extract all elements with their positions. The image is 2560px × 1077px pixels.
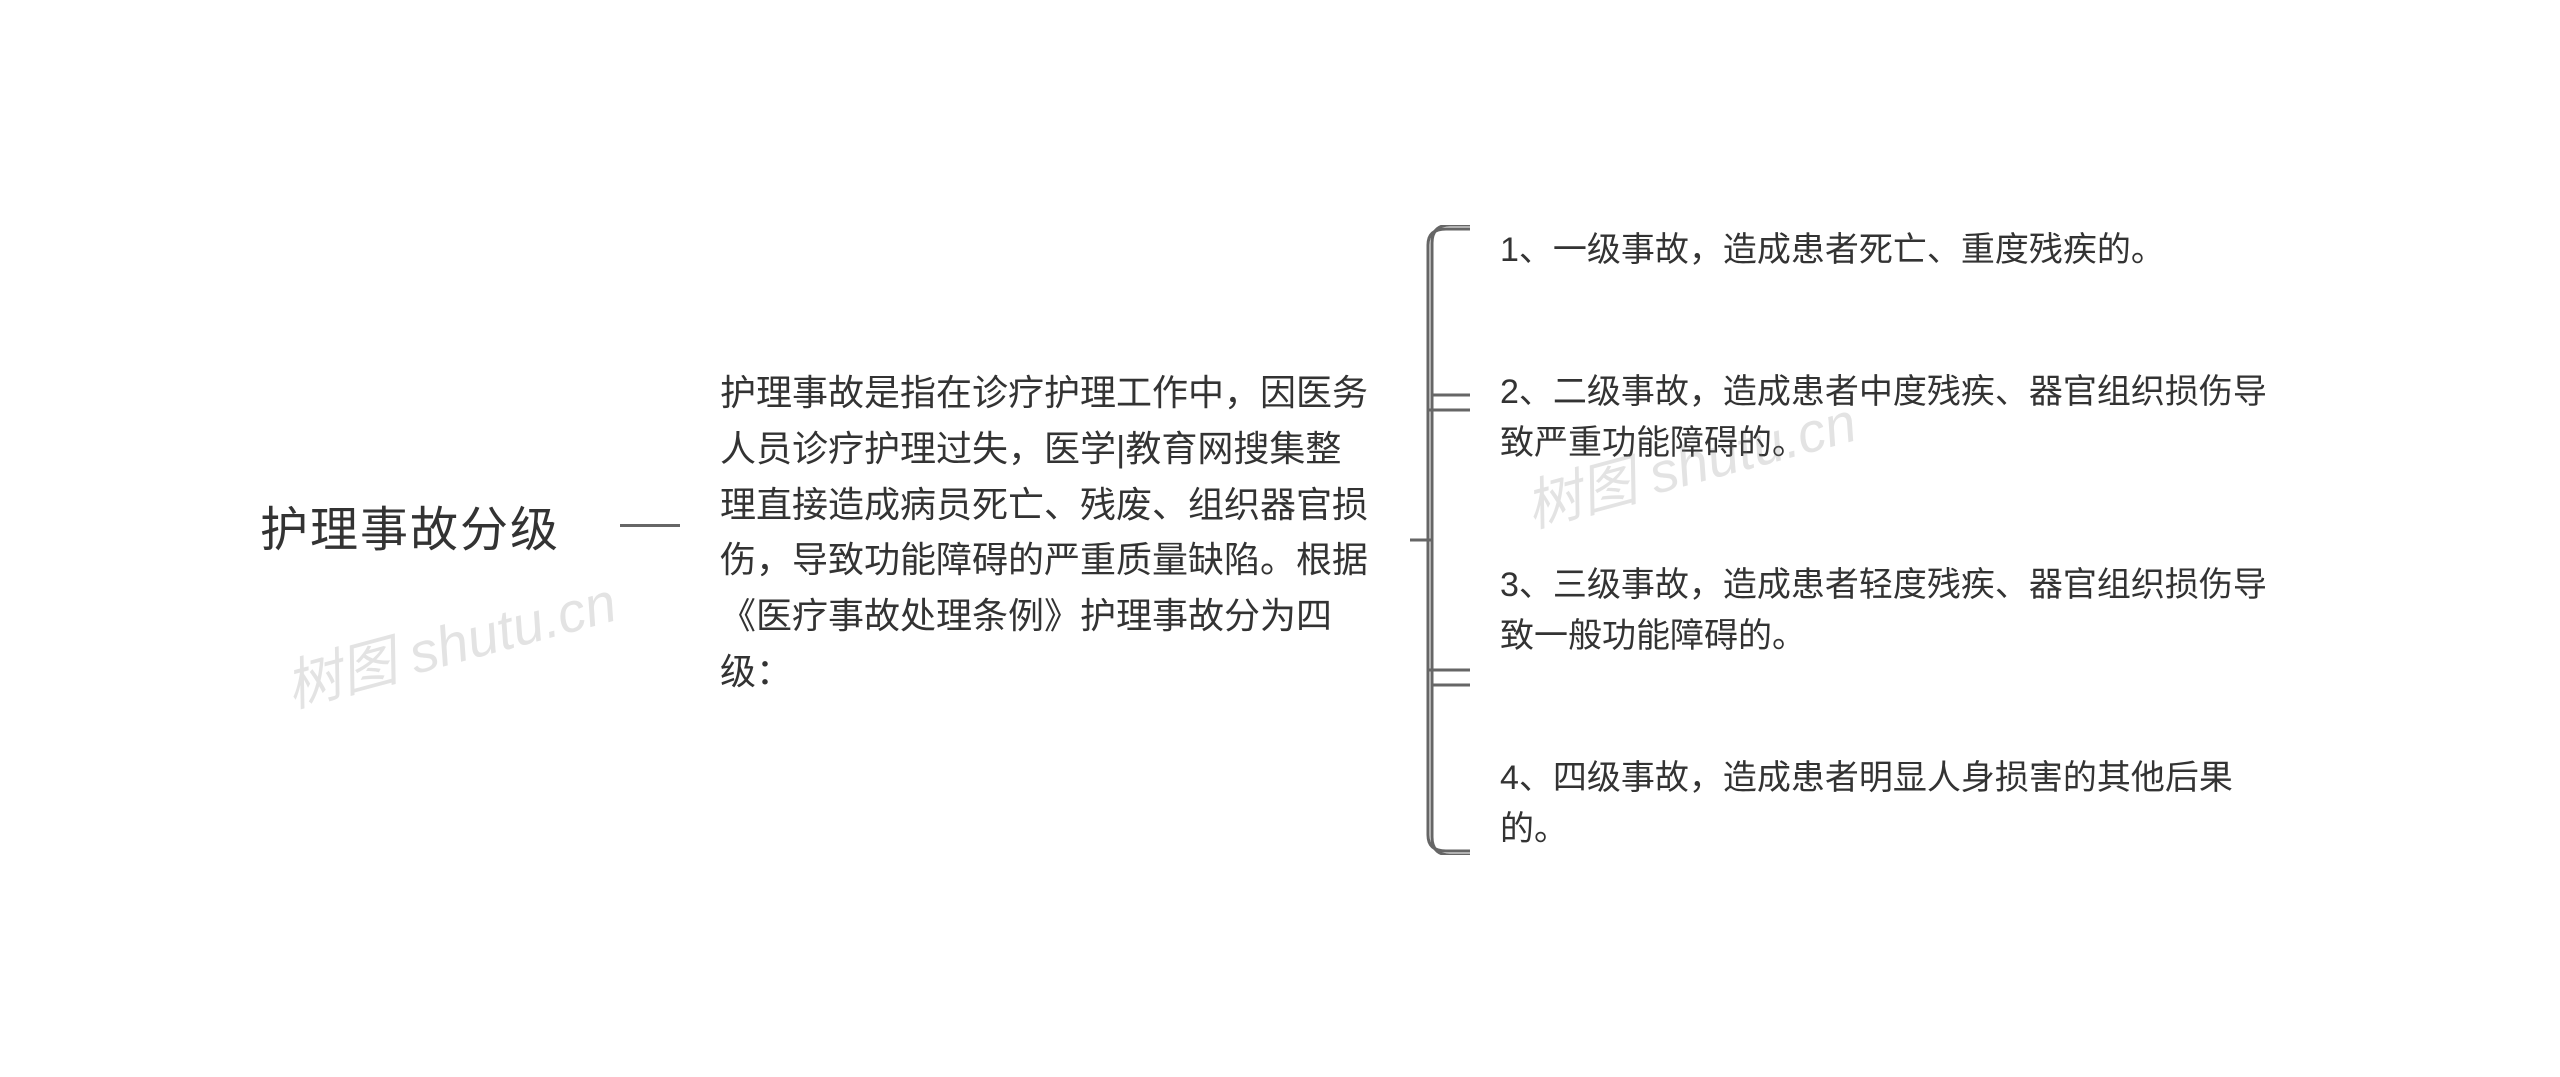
description-text: 护理事故是指在诊疗护理工作中，因医务人员诊疗护理过失，医学|教育网搜集整理直接造… xyxy=(720,372,1368,692)
leaf-text: 3、三级事故，造成患者轻度残疾、器官组织损伤导致一般功能障碍的。 xyxy=(1500,566,2267,655)
leaf-node-4: 4、四级事故，造成患者明显人身损害的其他后果的。 xyxy=(1500,753,2280,855)
leaf-text: 2、二级事故，造成患者中度残疾、器官组织损伤导致严重功能障碍的。 xyxy=(1500,373,2267,462)
watermark: 树图 shutu.cn xyxy=(275,557,624,723)
description-node: 护理事故是指在诊疗护理工作中，因医务人员诊疗护理过失，医学|教育网搜集整理直接造… xyxy=(720,365,1370,700)
leaf-node-3: 3、三级事故，造成患者轻度残疾、器官组织损伤导致一般功能障碍的。 xyxy=(1500,560,2280,662)
root-connector xyxy=(620,524,680,527)
bracket-connector-clean xyxy=(1410,225,1470,855)
mindmap-canvas: 护理事故分级 护理事故是指在诊疗护理工作中，因医务人员诊疗护理过失，医学|教育网… xyxy=(0,0,2560,1077)
leaf-node-1: 1、一级事故，造成患者死亡、重度残疾的。 xyxy=(1500,225,2280,276)
leaf-text: 4、四级事故，造成患者明显人身损害的其他后果的。 xyxy=(1500,759,2233,848)
leaf-text: 1、一级事故，造成患者死亡、重度残疾的。 xyxy=(1500,231,2165,269)
leaf-node-2: 2、二级事故，造成患者中度残疾、器官组织损伤导致严重功能障碍的。 xyxy=(1500,367,2280,469)
root-label: 护理事故分级 xyxy=(260,504,560,557)
watermark-text: 树图 shutu.cn xyxy=(279,570,623,719)
leaf-container: 1、一级事故，造成患者死亡、重度残疾的。 2、二级事故，造成患者中度残疾、器官组… xyxy=(1500,225,2280,855)
root-node: 护理事故分级 xyxy=(260,490,560,560)
